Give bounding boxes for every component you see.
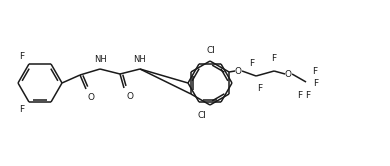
Text: F: F bbox=[271, 54, 277, 63]
Text: F: F bbox=[19, 52, 24, 61]
Text: F: F bbox=[298, 91, 303, 100]
Text: F: F bbox=[257, 84, 262, 93]
Text: F: F bbox=[250, 59, 255, 68]
Text: NH: NH bbox=[133, 55, 145, 64]
Text: O: O bbox=[87, 93, 94, 102]
Text: NH: NH bbox=[94, 55, 106, 64]
Text: F: F bbox=[305, 91, 310, 100]
Text: O: O bbox=[285, 70, 292, 79]
Text: F: F bbox=[19, 105, 24, 114]
Text: Cl: Cl bbox=[207, 46, 215, 55]
Text: O: O bbox=[126, 92, 133, 101]
Text: Cl: Cl bbox=[198, 111, 206, 120]
Text: F: F bbox=[313, 79, 318, 87]
Text: O: O bbox=[234, 67, 241, 76]
Text: F: F bbox=[312, 67, 317, 76]
